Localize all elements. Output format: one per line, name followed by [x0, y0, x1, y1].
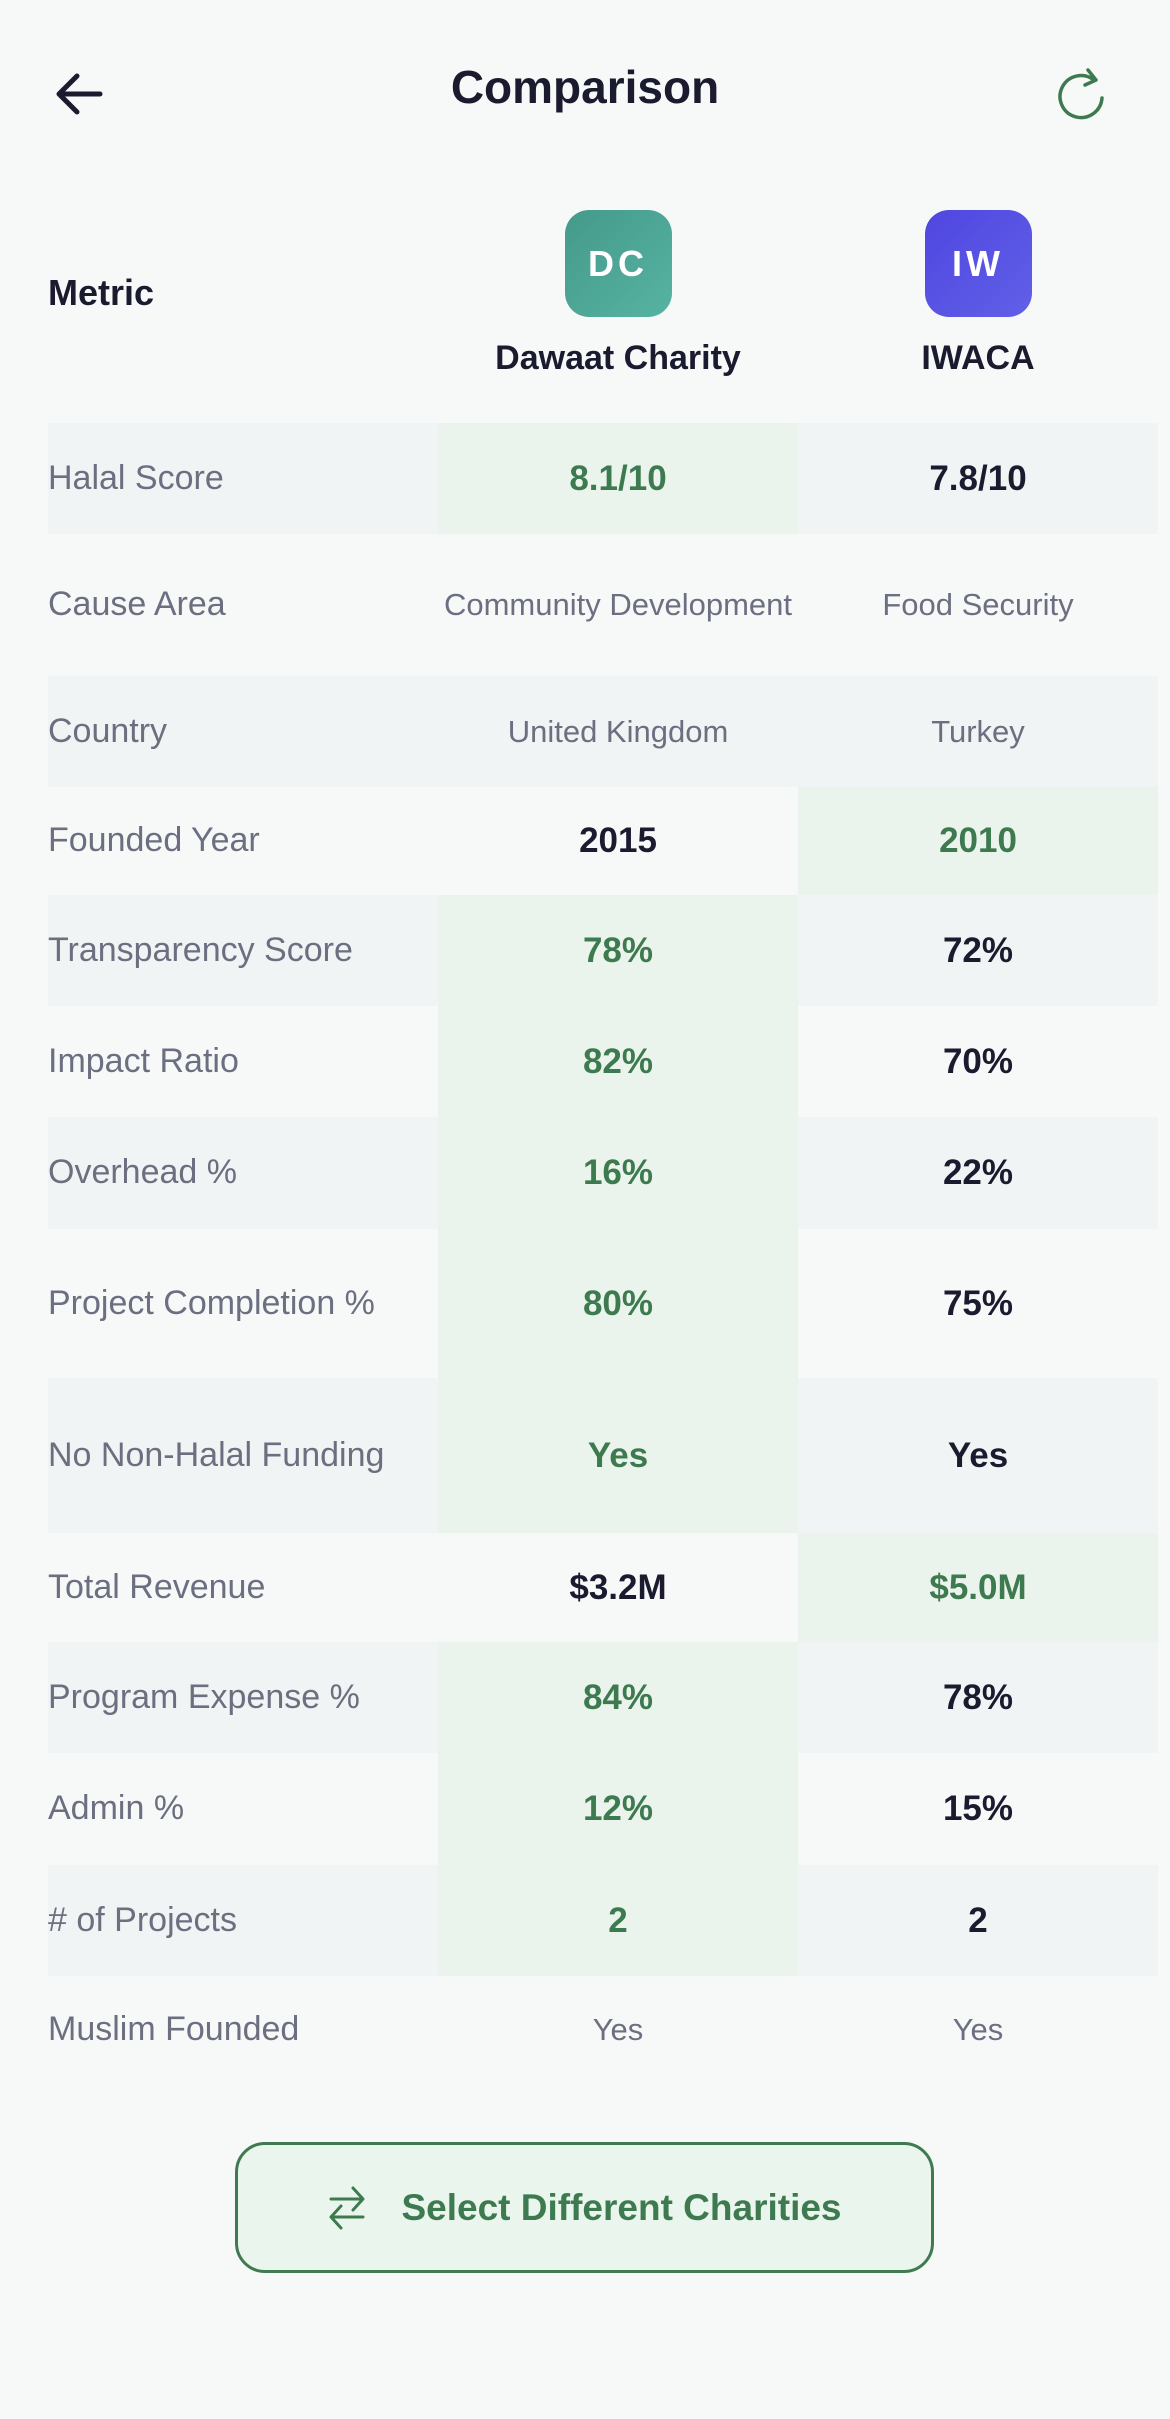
metric-label: Project Completion %: [48, 1283, 375, 1322]
swap-arrows-icon: [329, 2186, 365, 2229]
charity-2-value: 72%: [942, 930, 1014, 970]
charity-2-value: 70%: [942, 1041, 1014, 1081]
charity-2-value: 75%: [942, 1283, 1014, 1323]
table-row: Muslim Founded Yes Yes: [48, 1976, 1158, 2084]
back-button[interactable]: [50, 64, 110, 124]
charity-2-value: 78%: [942, 1677, 1014, 1717]
charity-2-value: Turkey: [931, 713, 1025, 749]
charity-1-value: 84%: [438, 1642, 798, 1753]
table-row: Program Expense % 84% 78%: [48, 1642, 1158, 1753]
metric-label: Admin %: [48, 1789, 185, 1828]
charity-2-value: Food Security: [882, 587, 1074, 623]
refresh-button[interactable]: [1048, 62, 1114, 128]
table-row: Impact Ratio 82% 70%: [48, 1006, 1158, 1117]
charity-2-value: Yes: [947, 1435, 1009, 1475]
charity-2-value: Yes: [952, 2012, 1004, 2048]
metric-label: Country: [48, 711, 168, 750]
page-title: Comparison: [450, 61, 720, 113]
charity-name: IWACA: [921, 339, 1035, 377]
charity-1-value: Yes: [592, 2012, 644, 2048]
table-row: No Non-Halal Funding Yes Yes: [48, 1378, 1158, 1533]
charity-1-value: 2: [438, 1865, 798, 1976]
avatar: DC: [564, 210, 672, 317]
charity-1-value: Yes: [438, 1378, 798, 1533]
select-different-charities-button[interactable]: Select Different Charities: [235, 2142, 934, 2273]
charity-2-value: 15%: [942, 1789, 1014, 1828]
charity-1-value: 16%: [438, 1117, 798, 1229]
metric-label: # of Projects: [48, 1900, 237, 1939]
charity-2-value: 7.8/10: [929, 458, 1027, 498]
table-row: # of Projects 2 2: [48, 1865, 1158, 1976]
table-row: Transparency Score 78% 72%: [48, 895, 1158, 1006]
table-row: Country United Kingdom Turkey: [48, 676, 1158, 787]
metric-label: Overhead %: [48, 1153, 237, 1192]
metric-label: Halal Score: [48, 458, 224, 497]
charity-1-value: 82%: [438, 1006, 798, 1117]
charity-name: Dawaat Charity: [495, 339, 741, 377]
refresh-icon: [1058, 68, 1104, 120]
metric-label: Impact Ratio: [48, 1041, 239, 1080]
table-row: Admin % 12% 15%: [48, 1753, 1158, 1865]
column-headers: Metric DC Dawaat Charity IW IWACA: [48, 210, 1158, 400]
charity-2-value: 2: [968, 1900, 988, 1940]
table-row: Total Revenue $3.2M $5.0M: [48, 1533, 1158, 1642]
header: Comparison: [0, 40, 1170, 146]
charity-1-value: 8.1/10: [438, 423, 798, 534]
table-row: Overhead % 16% 22%: [48, 1117, 1158, 1229]
metric-label: Muslim Founded: [48, 2010, 300, 2049]
charity-1-value: United Kingdom: [507, 713, 729, 749]
charity-header-2: IW IWACA: [798, 210, 1158, 378]
metric-column-header: Metric: [48, 272, 155, 313]
table-row: Cause Area Community Development Food Secu…: [48, 534, 1158, 676]
metric-label: Total Revenue: [48, 1567, 266, 1606]
charity-1-value: 2015: [579, 821, 657, 860]
metric-label: No Non-Halal Funding: [48, 1435, 385, 1474]
charity-1-value: Community Development: [443, 587, 793, 623]
table-row: Founded Year 2015 2010: [48, 787, 1158, 895]
charity-2-value: 22%: [942, 1153, 1014, 1192]
charity-2-value: 2010: [798, 787, 1158, 895]
metric-label: Founded Year: [48, 821, 260, 860]
arrow-left-icon: [56, 73, 103, 115]
charity-header-1: DC Dawaat Charity: [438, 210, 798, 378]
metric-label: Program Expense %: [48, 1677, 360, 1716]
table-row: Project Completion % 80% 75%: [48, 1229, 1158, 1378]
charity-1-value: 80%: [438, 1229, 798, 1378]
avatar: IW: [924, 210, 1032, 317]
select-button-label: Select Different Charities: [401, 2186, 842, 2228]
metric-label: Cause Area: [48, 585, 226, 624]
charity-2-value: $5.0M: [798, 1533, 1158, 1642]
table-row: Halal Score 8.1/10 7.8/10: [48, 423, 1158, 534]
metric-label: Transparency Score: [48, 930, 353, 969]
charity-1-value: 78%: [438, 895, 798, 1006]
charity-1-value: 12%: [438, 1753, 798, 1865]
charity-1-value: $3.2M: [569, 1567, 667, 1607]
comparison-table: Halal Score 8.1/10 7.8/10 Cause Area Communi…: [48, 423, 1158, 2084]
